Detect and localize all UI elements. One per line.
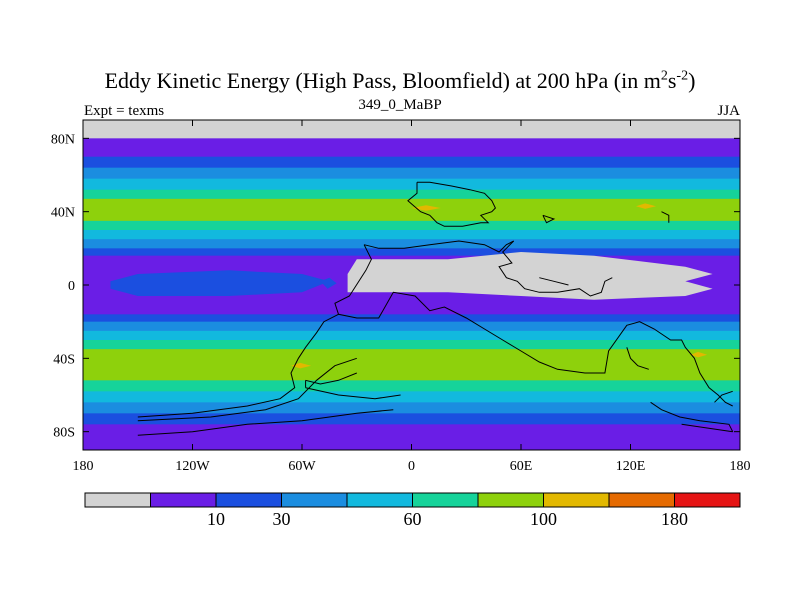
- colorbar-bin-0: [84, 492, 151, 508]
- colorbar-label-2: 60: [404, 509, 422, 529]
- plot-area: [83, 120, 740, 450]
- coastline-8: [305, 387, 401, 400]
- zonal-band-4: [83, 178, 740, 191]
- x-tick-label-4: 60E: [510, 459, 533, 474]
- zonal-band-18: [83, 391, 740, 403]
- y-tick-label-0: 80N: [51, 132, 75, 147]
- zonal-band-15: [83, 340, 740, 350]
- chart-subtitle: 349_0_MaBP: [358, 97, 442, 113]
- zonal-band-3: [83, 167, 740, 180]
- zonal-band-13: [83, 321, 740, 332]
- pacific-equatorial-spot: [320, 277, 337, 289]
- colorbar: 10 30 60 100 180: [84, 492, 741, 529]
- chart-title: Eddy Kinetic Energy (High Pass, Bloomfie…: [104, 68, 696, 93]
- coastline-10: [650, 401, 734, 432]
- y-tick-label-4: 80S: [53, 426, 75, 441]
- colorbar-bin-2: [215, 492, 282, 508]
- coastline-11: [681, 423, 733, 433]
- colorbar-bin-8: [608, 492, 675, 508]
- x-tick-label-2: 60W: [288, 459, 316, 474]
- x-tick-label-5: 120E: [616, 459, 646, 474]
- coastline-3: [498, 240, 613, 297]
- coastline-layer: [137, 181, 734, 436]
- south-jet-max-b: [690, 351, 708, 358]
- zonal-band-16: [83, 349, 740, 381]
- season-label: JJA: [717, 103, 740, 119]
- y-tick-label-3: 40S: [53, 352, 75, 367]
- x-tick-label-3: 0: [408, 459, 415, 474]
- x-tick-label-1: 120W: [175, 459, 210, 474]
- zonal-band-6: [83, 198, 740, 222]
- coastline-12: [714, 390, 733, 403]
- colorbar-bin-3: [281, 492, 348, 508]
- zonal-band-9: [83, 239, 740, 249]
- zonal-band-17: [83, 380, 740, 392]
- colorbar-bin-4: [346, 492, 413, 508]
- experiment-label: Expt = texms: [84, 103, 165, 119]
- pacific-equatorial-blue: [110, 270, 330, 296]
- equatorial-low-region: [347, 252, 713, 300]
- zonal-band-19: [83, 402, 740, 414]
- coastline-2: [363, 240, 514, 253]
- colorbar-label-4: 180: [661, 509, 688, 529]
- zonal-band-5: [83, 189, 740, 200]
- coastline-15: [661, 211, 670, 223]
- zonal-band-2: [83, 156, 740, 169]
- north-jet-max-pacific: [636, 203, 656, 209]
- zonal-band-7: [83, 220, 740, 231]
- colorbar-label-1: 30: [273, 509, 291, 529]
- colorbar-bin-6: [477, 492, 544, 508]
- coastline-16: [542, 214, 556, 224]
- y-tick-label-2: 0: [68, 279, 75, 294]
- north-jet-max-atlantic: [411, 205, 441, 211]
- coastline-0: [407, 181, 497, 227]
- coastline-13: [626, 347, 649, 370]
- x-tick-label-6: 180: [730, 459, 751, 474]
- colorbar-label-3: 100: [530, 509, 557, 529]
- coastline-14: [539, 277, 569, 286]
- zonal-band-20: [83, 413, 740, 425]
- zonal-band-14: [83, 330, 740, 341]
- x-tick-label-0: 180: [73, 459, 94, 474]
- coastline-1: [334, 244, 733, 407]
- coastline-7: [305, 372, 357, 385]
- zonal-band-0: [83, 120, 740, 139]
- axes: 180 120W 60W 0 60E 120E 180 80N 40N 0 40S 80S: [51, 120, 751, 474]
- zonal-band-12: [83, 314, 740, 323]
- coastline-4: [137, 313, 339, 418]
- coastline-6: [137, 409, 394, 436]
- colorbar-bin-5: [412, 492, 479, 508]
- colorbar-label-0: 10: [207, 509, 225, 529]
- colorbar-bin-9: [674, 492, 741, 508]
- y-tick-label-1: 40N: [51, 206, 75, 221]
- coastline-5: [137, 357, 357, 422]
- south-jet-max-a: [291, 362, 312, 369]
- zonal-band-8: [83, 230, 740, 240]
- colorbar-bin-1: [150, 492, 217, 508]
- zonal-band-10: [83, 248, 740, 257]
- zonal-band-1: [83, 138, 740, 158]
- colorbar-bin-7: [543, 492, 610, 508]
